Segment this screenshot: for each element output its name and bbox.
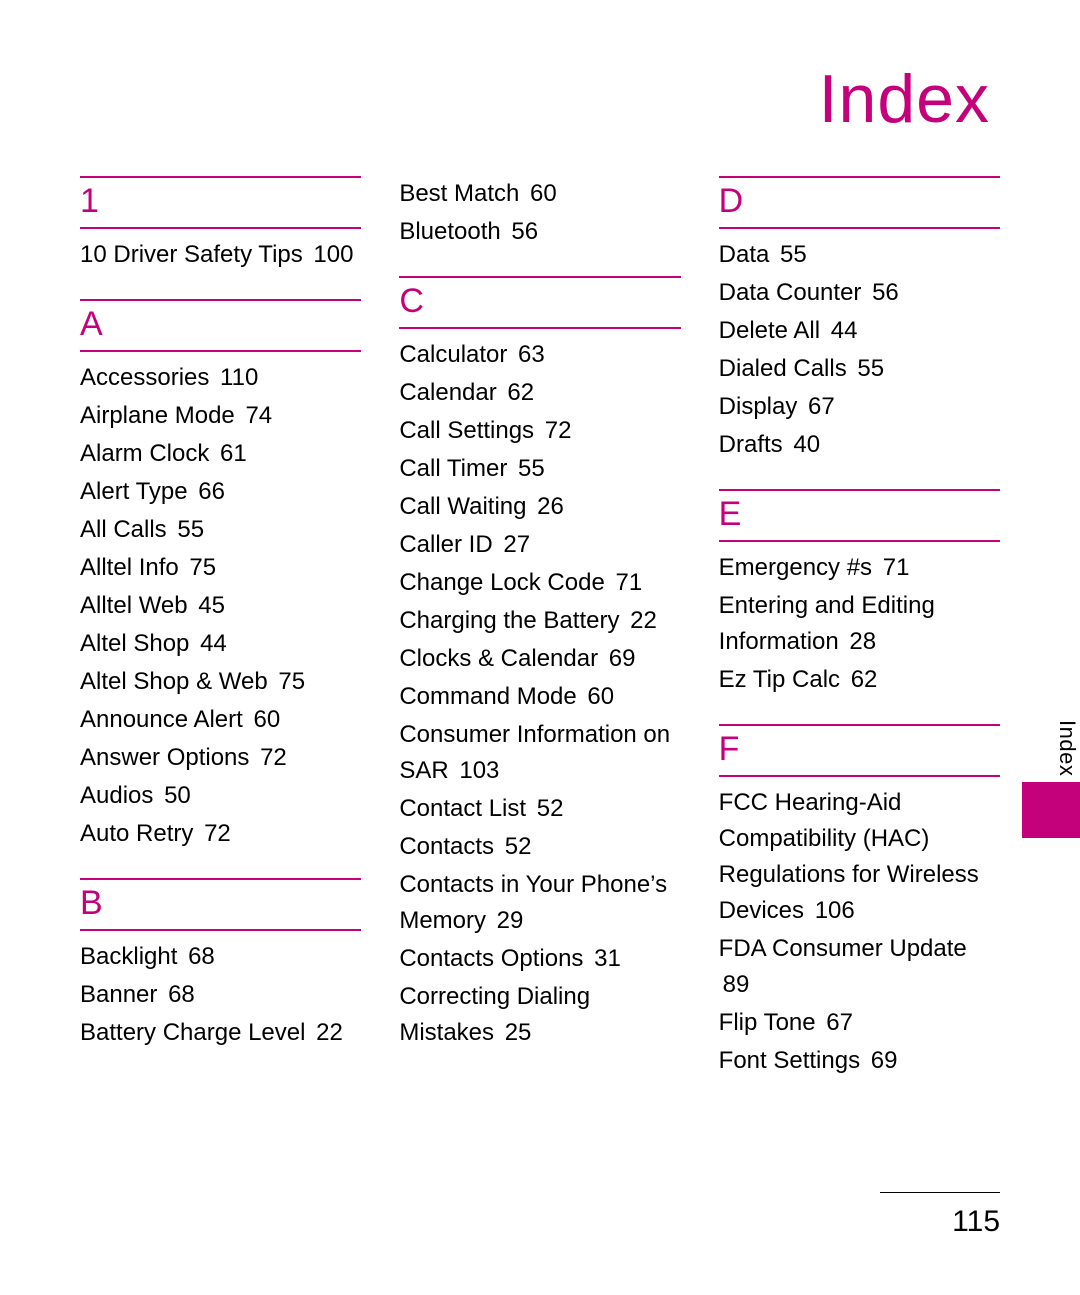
section-entries: Emergency #s 71 Entering and Editing Inf… (719, 550, 1000, 698)
index-page: Index 1 10 Driver Safety Tips 100 A Acce… (0, 0, 1080, 1295)
index-entry: Auto Retry 72 (80, 816, 361, 852)
section-letter: C (399, 276, 680, 329)
section-entries: Calculator 63 Calendar 62 Call Settings … (399, 337, 680, 1051)
index-entry: Backlight 68 (80, 939, 361, 975)
section-letter: 1 (80, 176, 361, 229)
entry-page: 100 (313, 241, 353, 268)
index-entry: All Calls 55 (80, 512, 361, 548)
column-2: Best Match 60 Bluetooth 56 C Calculator … (399, 176, 680, 1105)
index-entry: Entering and Editing Information 28 (719, 588, 1000, 660)
section-c: C Calculator 63 Calendar 62 Call Setting… (399, 276, 680, 1051)
section-1: 1 10 Driver Safety Tips 100 (80, 176, 361, 273)
index-entry: Altel Shop & Web 75 (80, 664, 361, 700)
index-entry: Accessories 110 (80, 360, 361, 396)
section-b-continued: Best Match 60 Bluetooth 56 (399, 176, 680, 250)
index-entry: Best Match 60 (399, 176, 680, 212)
section-letter: F (719, 724, 1000, 777)
index-entry: Contacts in Your Phone’s Memory 29 (399, 867, 680, 939)
index-entry: Calculator 63 (399, 337, 680, 373)
section-letter: E (719, 489, 1000, 542)
index-entry: Battery Charge Level 22 (80, 1015, 361, 1051)
section-a: A Accessories 110 Airplane Mode 74 Alarm… (80, 299, 361, 852)
index-entry: 10 Driver Safety Tips 100 (80, 237, 361, 273)
index-entry: Contact List 52 (399, 791, 680, 827)
index-entry: Ez Tip Calc 62 (719, 662, 1000, 698)
section-letter: D (719, 176, 1000, 229)
index-entry: Airplane Mode 74 (80, 398, 361, 434)
index-entry: Call Waiting 26 (399, 489, 680, 525)
page-title: Index (80, 60, 1000, 138)
index-entry: Alltel Web 45 (80, 588, 361, 624)
index-entry: Audios 50 (80, 778, 361, 814)
section-f: F FCC Hearing-Aid Compatibility (HAC) Re… (719, 724, 1000, 1079)
index-entry: Contacts Options 31 (399, 941, 680, 977)
section-entries: FCC Hearing-Aid Compatibility (HAC) Regu… (719, 785, 1000, 1079)
section-letter: A (80, 299, 361, 352)
section-entries: Accessories 110 Airplane Mode 74 Alarm C… (80, 360, 361, 852)
column-1: 1 10 Driver Safety Tips 100 A Accessorie… (80, 176, 361, 1105)
index-entry: Call Settings 72 (399, 413, 680, 449)
index-entry: Contacts 52 (399, 829, 680, 865)
index-entry: Alarm Clock 61 (80, 436, 361, 472)
index-entry: Alltel Info 75 (80, 550, 361, 586)
page-number: 115 (880, 1205, 1000, 1239)
index-entry: Caller ID 27 (399, 527, 680, 563)
index-entry: Font Settings 69 (719, 1043, 1000, 1079)
index-entry: Bluetooth 56 (399, 214, 680, 250)
section-b: B Backlight 68 Banner 68 Battery Charge … (80, 878, 361, 1051)
index-entry: Alert Type 66 (80, 474, 361, 510)
section-entries: Backlight 68 Banner 68 Battery Charge Le… (80, 939, 361, 1051)
page-footer: 115 (880, 1192, 1000, 1239)
index-entry: Data Counter 56 (719, 275, 1000, 311)
index-entry: Flip Tone 67 (719, 1005, 1000, 1041)
section-e: E Emergency #s 71 Entering and Editing I… (719, 489, 1000, 698)
side-tab-bar (1022, 782, 1080, 838)
index-entry: Clocks & Calendar 69 (399, 641, 680, 677)
section-entries: Data 55 Data Counter 56 Delete All 44 Di… (719, 237, 1000, 463)
index-entry: Drafts 40 (719, 427, 1000, 463)
index-entry: FDA Consumer Update 89 (719, 931, 1000, 1003)
index-entry: Data 55 (719, 237, 1000, 273)
index-entry: Change Lock Code 71 (399, 565, 680, 601)
section-entries: 10 Driver Safety Tips 100 (80, 237, 361, 273)
index-entry: Display 67 (719, 389, 1000, 425)
column-3: D Data 55 Data Counter 56 Delete All 44 … (719, 176, 1000, 1105)
entry-term: 10 Driver Safety Tips (80, 241, 303, 268)
index-entry: Calendar 62 (399, 375, 680, 411)
index-entry: Banner 68 (80, 977, 361, 1013)
index-entry: Announce Alert 60 (80, 702, 361, 738)
index-entry: Emergency #s 71 (719, 550, 1000, 586)
section-d: D Data 55 Data Counter 56 Delete All 44 … (719, 176, 1000, 463)
side-tab-label: Index (1022, 720, 1080, 782)
index-entry: Altel Shop 44 (80, 626, 361, 662)
section-letter: B (80, 878, 361, 931)
index-entry: FCC Hearing-Aid Compatibility (HAC) Regu… (719, 785, 1000, 929)
index-entry: Delete All 44 (719, 313, 1000, 349)
index-entry: Answer Options 72 (80, 740, 361, 776)
index-entry: Consumer Information on SAR 103 (399, 717, 680, 789)
index-entry: Call Timer 55 (399, 451, 680, 487)
index-entry: Command Mode 60 (399, 679, 680, 715)
side-tab: Index (1022, 720, 1080, 838)
index-entry: Charging the Battery 22 (399, 603, 680, 639)
footer-rule (880, 1192, 1000, 1193)
index-entry: Correcting Dialing Mistakes 25 (399, 979, 680, 1051)
index-entry: Dialed Calls 55 (719, 351, 1000, 387)
index-columns: 1 10 Driver Safety Tips 100 A Accessorie… (80, 176, 1000, 1105)
